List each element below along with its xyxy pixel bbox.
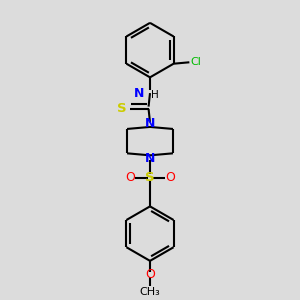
Text: N: N [134, 87, 144, 100]
Text: O: O [145, 268, 155, 281]
Text: N: N [145, 117, 155, 130]
Text: N: N [145, 152, 155, 165]
Text: Cl: Cl [190, 57, 201, 67]
Text: O: O [125, 171, 135, 184]
Text: O: O [165, 171, 175, 184]
Text: H: H [152, 90, 159, 100]
Text: S: S [117, 102, 127, 116]
Text: CH₃: CH₃ [140, 287, 160, 297]
Text: S: S [145, 171, 155, 184]
